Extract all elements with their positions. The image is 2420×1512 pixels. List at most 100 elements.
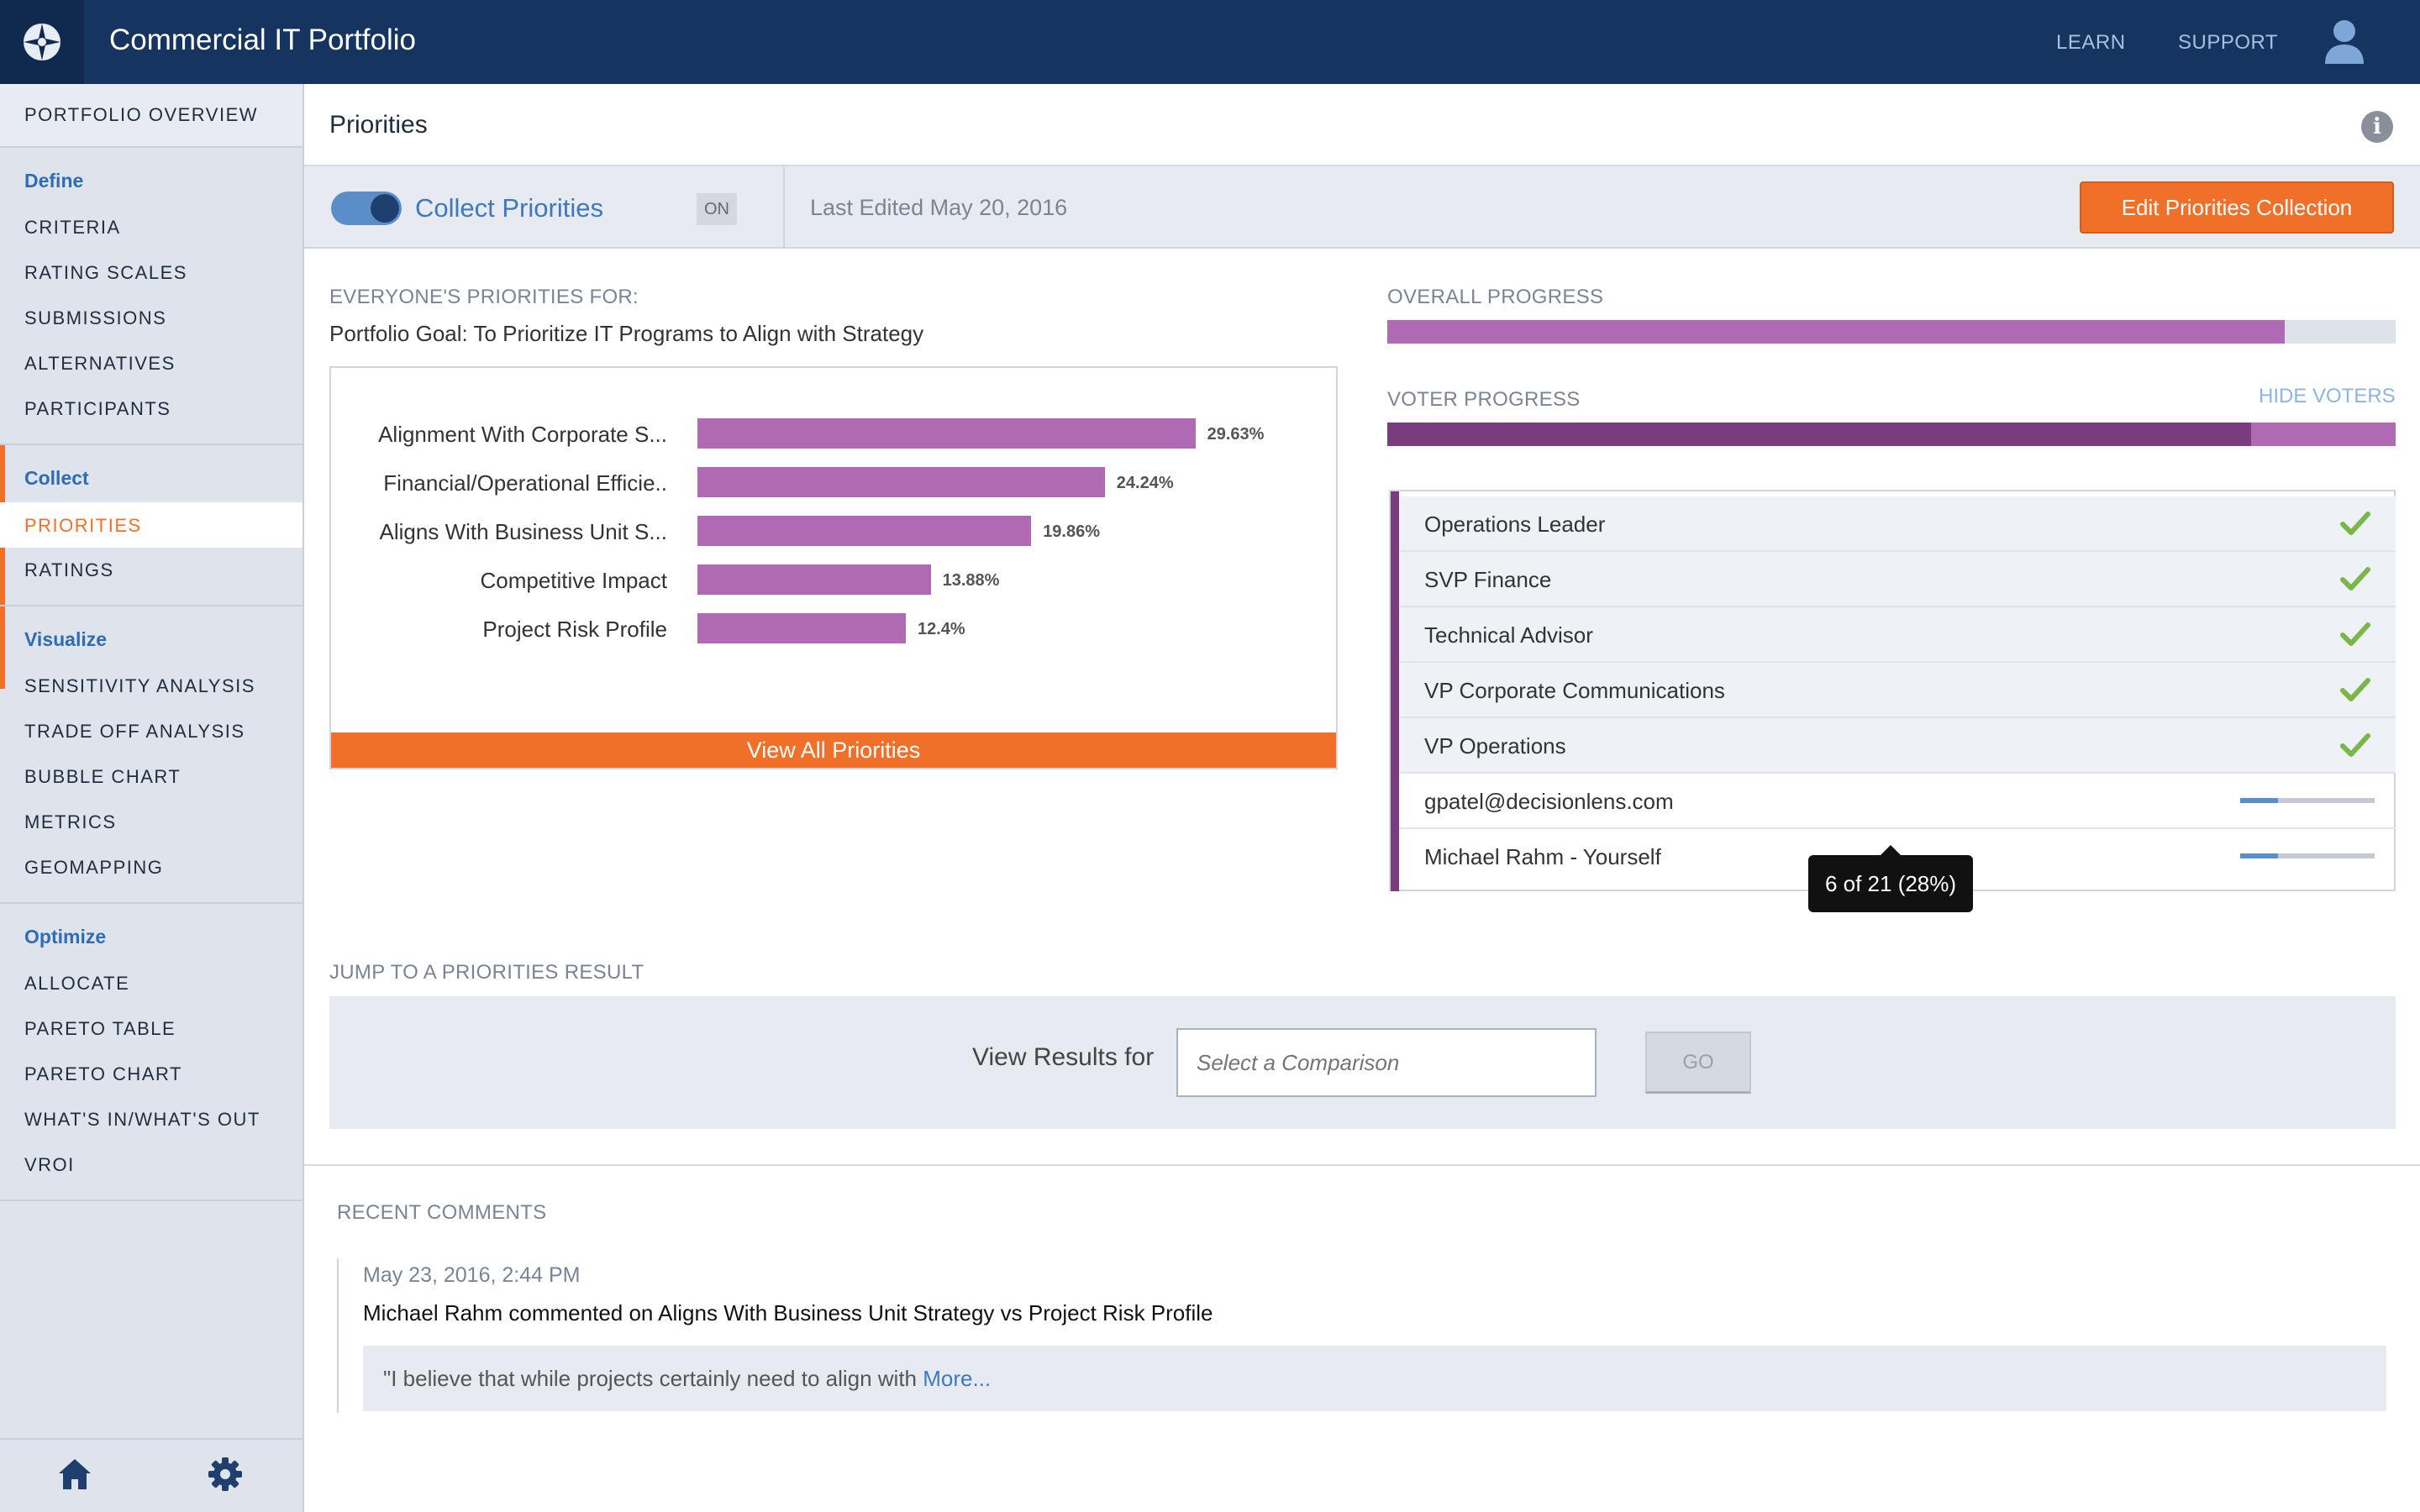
sidebar-item-participants[interactable]: PARTICIPANTS xyxy=(24,398,171,419)
sidebar-section-optimize: Optimize xyxy=(24,926,107,948)
sidebar-item-portfolio-overview[interactable]: PORTFOLIO OVERVIEW xyxy=(0,84,302,148)
info-icon[interactable]: i xyxy=(2361,111,2393,143)
voter-row[interactable]: Michael Rahm - Yourself xyxy=(1399,829,2396,885)
sidebar-divider xyxy=(0,1200,302,1201)
sidebar-item-alternatives[interactable]: ALTERNATIVES xyxy=(24,353,176,374)
page-header: Priorities i xyxy=(304,84,2420,166)
jump-panel: View Results for GO xyxy=(329,996,2396,1129)
last-edited-text: Last Edited May 20, 2016 xyxy=(810,195,1068,220)
voter-mini-progress xyxy=(2240,798,2375,803)
comment-quote: "I believe that while projects certainly… xyxy=(363,1346,2386,1411)
sidebar-item-geomapping[interactable]: GEOMAPPING xyxy=(24,857,164,878)
sidebar-item-trade-off-analysis[interactable]: TRADE OFF ANALYSIS xyxy=(24,721,245,742)
voter-row[interactable]: SVP Finance xyxy=(1399,552,2396,607)
chart-bar xyxy=(697,418,1196,449)
sidebar-footer xyxy=(0,1438,302,1512)
voter-name: gpatel@decisionlens.com xyxy=(1424,789,1674,814)
chart-category-label: Competitive Impact xyxy=(480,568,667,593)
sidebar: PORTFOLIO OVERVIEW Define CRITERIA RATIN… xyxy=(0,84,304,1512)
voter-name: Michael Rahm - Yourself xyxy=(1424,844,1661,869)
voter-name: VP Corporate Communications xyxy=(1424,678,1725,703)
overall-progress-fill xyxy=(1387,320,2285,344)
comment-date: May 23, 2016, 2:44 PM xyxy=(363,1263,581,1287)
chart-bar-row: Competitive Impact 13.88% xyxy=(331,564,1336,595)
sidebar-item-whats-in-whats-out[interactable]: WHAT'S IN/WHAT'S OUT xyxy=(24,1109,260,1130)
sidebar-item-bubble-chart[interactable]: BUBBLE CHART xyxy=(24,766,182,787)
comparison-select-input[interactable] xyxy=(1176,1028,1597,1097)
chart-bar xyxy=(697,613,906,643)
learn-link[interactable]: LEARN xyxy=(2056,31,2126,54)
comment-text: "I believe that while projects certainly… xyxy=(383,1366,991,1392)
collect-priorities-toggle[interactable] xyxy=(331,192,402,225)
comment-more-link[interactable]: More... xyxy=(923,1366,992,1391)
edit-priorities-collection-button[interactable]: Edit Priorities Collection xyxy=(2080,181,2394,234)
voter-list-accent xyxy=(1391,491,1399,891)
sidebar-item-label: PORTFOLIO OVERVIEW xyxy=(24,104,259,125)
sidebar-item-vroi[interactable]: VROI xyxy=(24,1154,75,1175)
compass-logo-icon[interactable] xyxy=(0,0,84,84)
check-icon xyxy=(2340,621,2370,648)
voter-progress-bar xyxy=(1387,423,2396,446)
check-icon xyxy=(2340,565,2370,592)
voter-list: Operations Leader SVP Finance Technical Ad… xyxy=(1389,490,2396,891)
toggle-knob xyxy=(371,194,399,223)
voter-progress-fill xyxy=(1387,423,2252,446)
voter-mini-progress-fill xyxy=(2240,853,2278,858)
sidebar-section-collect: Collect xyxy=(24,467,89,489)
chart-value-label: 13.88% xyxy=(942,571,1000,590)
voter-name: SVP Finance xyxy=(1424,567,1552,592)
tooltip-text: 6 of 21 (28%) xyxy=(1824,871,1957,896)
overall-progress-label: OVERALL PROGRESS xyxy=(1387,286,1604,308)
sidebar-divider xyxy=(0,605,302,606)
voter-mini-progress xyxy=(2240,853,2375,858)
app-title: Commercial IT Portfolio xyxy=(109,24,417,56)
sidebar-item-pareto-table[interactable]: PARETO TABLE xyxy=(24,1018,176,1039)
hide-voters-link[interactable]: HIDE VOTERS xyxy=(2259,385,2396,407)
check-icon xyxy=(2340,732,2370,759)
priorities-chart: Alignment With Corporate S... 29.63% Finan… xyxy=(329,366,1338,769)
overall-progress-bar xyxy=(1387,320,2396,344)
gear-icon[interactable] xyxy=(208,1457,243,1496)
sidebar-item-priorities[interactable]: PRIORITIES xyxy=(0,502,302,548)
voter-progress-tooltip: 6 of 21 (28%) xyxy=(1808,845,1973,912)
portfolio-goal: Portfolio Goal: To Prioritize IT Program… xyxy=(329,321,924,346)
chart-bar-row: Aligns With Business Unit S... 19.86% xyxy=(331,516,1336,546)
voter-row[interactable]: gpatel@decisionlens.com xyxy=(1399,774,2396,829)
sidebar-section-define: Define xyxy=(24,170,84,192)
voter-row[interactable]: VP Operations xyxy=(1399,718,2396,774)
chart-category-label: Alignment With Corporate S... xyxy=(378,422,667,447)
chart-category-label: Aligns With Business Unit S... xyxy=(379,519,667,544)
voter-row[interactable]: Technical Advisor xyxy=(1399,607,2396,663)
sidebar-item-submissions[interactable]: SUBMISSIONS xyxy=(24,307,167,328)
chart-category-label: Financial/Operational Efficie.. xyxy=(383,470,667,496)
top-bar: Commercial IT Portfolio LEARN SUPPORT xyxy=(0,0,2420,84)
sidebar-item-allocate[interactable]: ALLOCATE xyxy=(24,973,130,994)
voter-row[interactable]: Operations Leader xyxy=(1399,496,2396,552)
sidebar-item-rating-scales[interactable]: RATING SCALES xyxy=(24,262,187,283)
sidebar-item-sensitivity-analysis[interactable]: SENSITIVITY ANALYSIS xyxy=(24,675,255,696)
view-all-priorities-button[interactable]: View All Priorities xyxy=(331,732,1336,768)
go-button[interactable]: GO xyxy=(1645,1032,1751,1094)
recent-comments-heading: RECENT COMMENTS xyxy=(337,1201,547,1224)
sidebar-item-ratings[interactable]: RATINGS xyxy=(24,559,114,580)
chart-bar xyxy=(697,516,1032,546)
chart-bar-row: Financial/Operational Efficie.. 24.24% xyxy=(331,467,1336,497)
chart-value-label: 12.4% xyxy=(918,620,965,638)
priorities-heading: EVERYONE'S PRIORITIES FOR: xyxy=(329,286,639,308)
sidebar-item-pareto-chart[interactable]: PARETO CHART xyxy=(24,1063,182,1084)
home-icon[interactable] xyxy=(57,1457,92,1496)
chart-bar-row: Project Risk Profile 12.4% xyxy=(331,613,1336,643)
chart-value-label: 24.24% xyxy=(1116,474,1174,492)
jump-heading: JUMP TO A PRIORITIES RESULT xyxy=(329,961,644,984)
user-icon[interactable] xyxy=(2323,18,2365,66)
support-link[interactable]: SUPPORT xyxy=(2178,31,2279,54)
voter-mini-progress-fill xyxy=(2240,798,2278,803)
toggle-state-badge: ON xyxy=(697,193,737,225)
divider xyxy=(783,166,785,247)
sidebar-active-section-marker xyxy=(0,445,5,689)
sidebar-item-criteria[interactable]: CRITERIA xyxy=(24,217,121,238)
sidebar-item-metrics[interactable]: METRICS xyxy=(24,811,117,832)
voter-row[interactable]: VP Corporate Communications xyxy=(1399,663,2396,718)
collect-priorities-label: Collect Priorities xyxy=(415,193,603,223)
section-divider xyxy=(304,1164,2420,1166)
